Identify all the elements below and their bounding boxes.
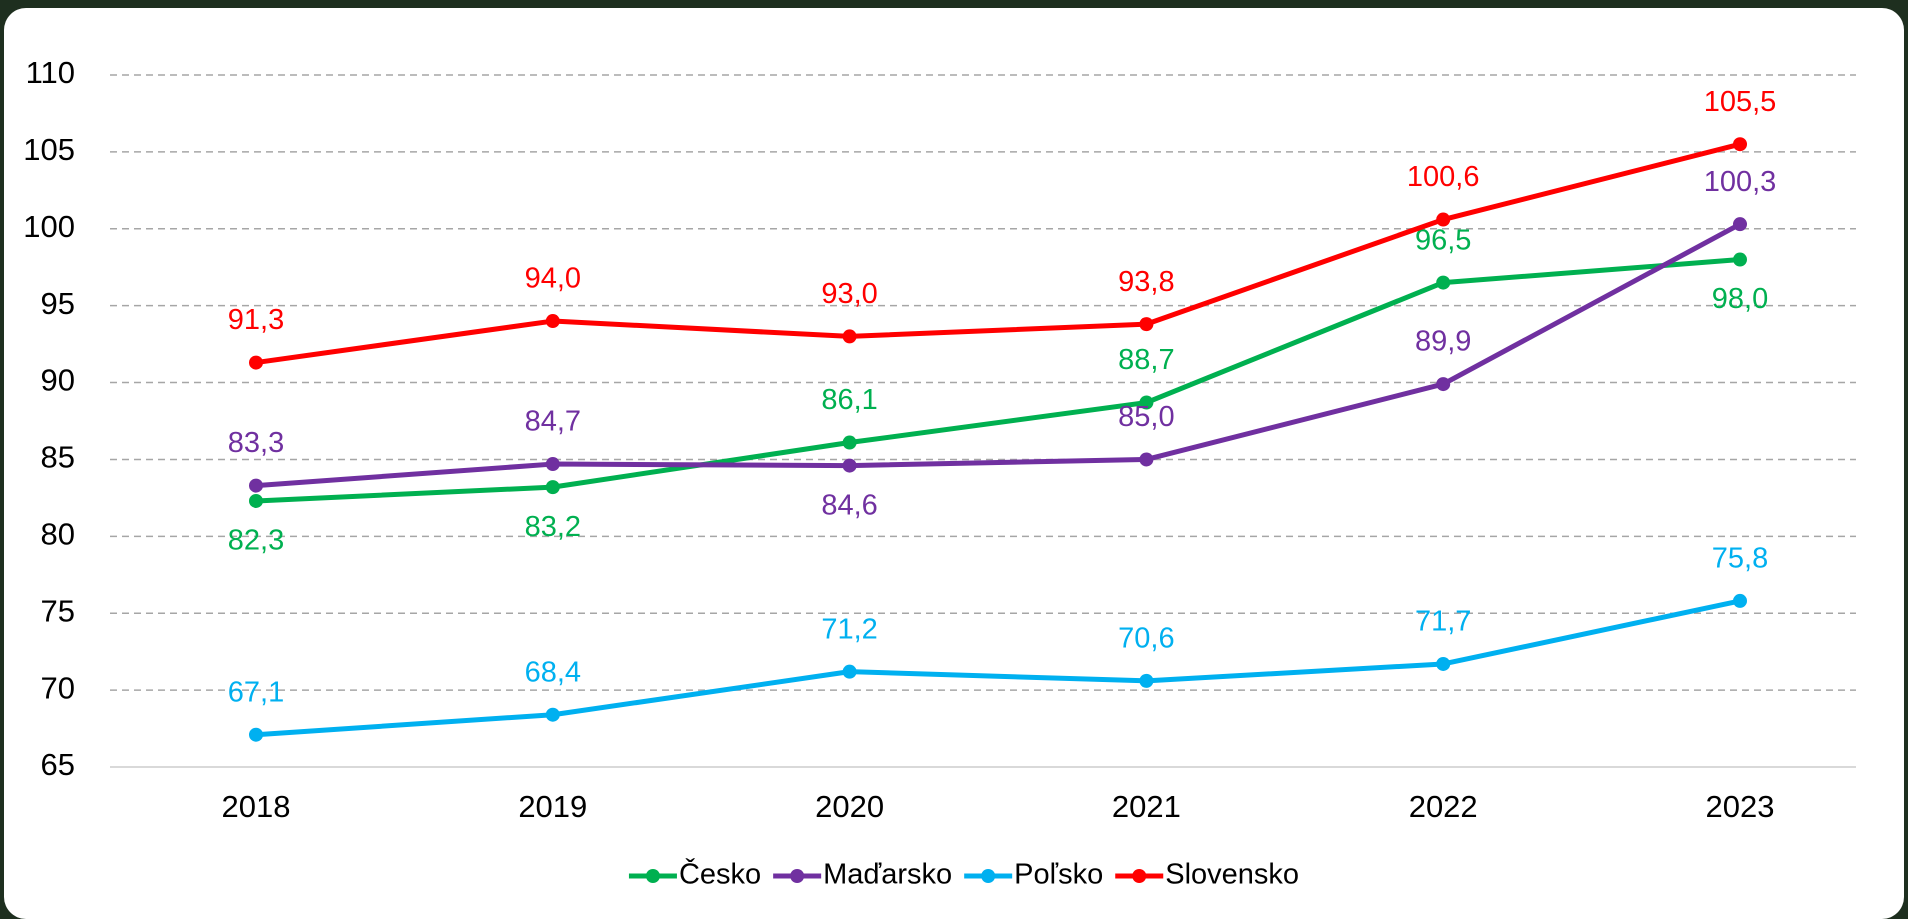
- data-point: [842, 664, 857, 679]
- data-point: [1139, 452, 1154, 467]
- data-point: [545, 480, 560, 495]
- x-tick-label: 2018: [222, 789, 291, 824]
- data-label: 70,6: [1118, 623, 1174, 655]
- data-label: 105,5: [1704, 86, 1777, 118]
- legend-marker: [1132, 869, 1147, 883]
- series-line: [255, 257, 1741, 504]
- y-tick-label: 75: [41, 593, 75, 628]
- data-point: [545, 314, 560, 329]
- data-point: [545, 457, 560, 472]
- data-point: [1733, 593, 1747, 608]
- data-point: [249, 493, 263, 508]
- data-label: 67,1: [228, 676, 284, 708]
- series-line: [255, 221, 1742, 489]
- series-line: [255, 141, 1741, 366]
- y-tick-label: 105: [23, 132, 75, 167]
- data-label: 84,7: [525, 406, 581, 438]
- data-label: 82,3: [228, 525, 284, 557]
- data-label: 86,1: [821, 384, 877, 416]
- data-label: 83,3: [228, 427, 284, 459]
- y-tick-label: 80: [41, 517, 75, 552]
- data-label: 94,0: [525, 263, 581, 295]
- data-point: [1436, 377, 1451, 392]
- legend-label: Poľsko: [1014, 859, 1103, 891]
- data-label: 68,4: [525, 656, 581, 688]
- x-tick-label: 2023: [1706, 789, 1775, 824]
- data-point: [1436, 275, 1451, 290]
- data-point: [1436, 656, 1451, 671]
- data-label: 71,2: [821, 613, 877, 645]
- data-label: 75,8: [1712, 543, 1768, 575]
- data-label: 83,2: [525, 511, 581, 543]
- x-tick-label: 2020: [815, 789, 884, 824]
- legend: Česko Maďarsko Poľsko Slovensko: [628, 857, 1299, 891]
- y-tick-label: 65: [41, 747, 75, 782]
- y-tick-label: 70: [41, 670, 75, 705]
- y-tick-label: 90: [41, 363, 75, 398]
- y-tick-label: 95: [41, 286, 75, 321]
- data-label: 85,0: [1118, 401, 1174, 433]
- data-point: [842, 435, 857, 450]
- data-label: 84,6: [821, 489, 877, 521]
- data-label: 91,3: [228, 304, 284, 336]
- data-point: [842, 458, 857, 473]
- data-label: 93,0: [821, 278, 877, 310]
- data-point: [1139, 395, 1154, 410]
- data-point: [1733, 252, 1747, 267]
- data-label: 98,0: [1712, 283, 1768, 315]
- data-label: 89,9: [1415, 326, 1471, 358]
- data-label: 71,7: [1415, 606, 1471, 638]
- x-tick-label: 2022: [1409, 789, 1478, 824]
- data-point: [1733, 217, 1747, 232]
- x-tick-label: 2021: [1112, 789, 1181, 824]
- y-tick-label: 100: [23, 209, 75, 244]
- data-point: [842, 329, 857, 344]
- data-point: [249, 727, 263, 742]
- data-label: 100,6: [1407, 161, 1480, 193]
- data-point: [1436, 212, 1451, 227]
- data-point: [1139, 673, 1154, 688]
- x-tick-label: 2019: [518, 789, 587, 824]
- legend-label: Česko: [679, 857, 761, 891]
- data-point: [1733, 137, 1747, 152]
- legend-marker: [645, 869, 660, 883]
- data-label: 96,5: [1415, 224, 1471, 256]
- data-point: [545, 707, 560, 722]
- y-tick-label: 85: [41, 440, 75, 475]
- data-point: [249, 478, 263, 493]
- data-point: [249, 355, 263, 370]
- data-label: 100,3: [1704, 166, 1777, 198]
- legend-label: Slovensko: [1165, 859, 1299, 891]
- legend-marker: [790, 869, 805, 883]
- legend-marker: [981, 869, 996, 883]
- y-tick-label: 110: [26, 55, 75, 90]
- legend-label: Maďarsko: [823, 859, 952, 891]
- series-line: [255, 598, 1741, 738]
- data-point: [1139, 317, 1154, 332]
- data-label: 93,8: [1118, 266, 1174, 298]
- data-label: 88,7: [1118, 344, 1174, 376]
